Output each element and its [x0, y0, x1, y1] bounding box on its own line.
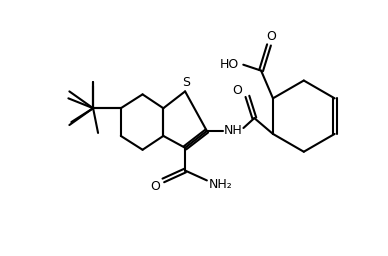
Text: NH₂: NH₂ [209, 178, 232, 191]
Text: HO: HO [220, 58, 239, 71]
Text: NH: NH [224, 124, 243, 137]
Text: O: O [151, 180, 160, 193]
Text: O: O [232, 84, 242, 97]
Text: S: S [182, 76, 190, 89]
Text: O: O [266, 29, 276, 42]
